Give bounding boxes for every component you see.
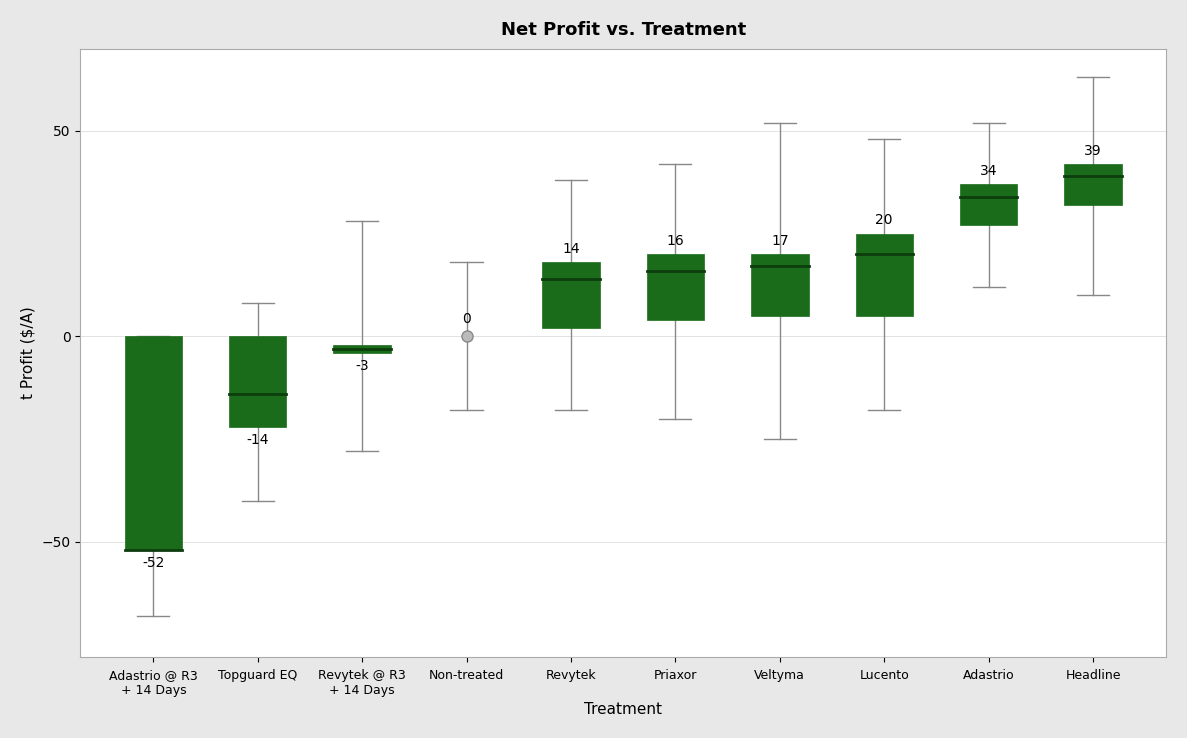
Bar (125, 337, 182, 550)
Text: -14: -14 (247, 433, 269, 447)
Title: Net Profit vs. Treatment: Net Profit vs. Treatment (501, 21, 745, 39)
Bar (1065, 164, 1122, 205)
X-axis label: Treatment: Treatment (584, 702, 662, 717)
Bar (229, 337, 286, 427)
Y-axis label: t Profit ($/A): t Profit ($/A) (21, 306, 36, 399)
Bar (960, 184, 1017, 225)
Text: -3: -3 (355, 359, 369, 373)
Text: 20: 20 (876, 213, 893, 227)
Bar (542, 263, 599, 328)
Bar (751, 254, 808, 316)
Text: 0: 0 (462, 312, 471, 326)
Bar (334, 345, 391, 353)
Text: 39: 39 (1084, 144, 1102, 158)
Text: 17: 17 (772, 234, 788, 248)
Text: -52: -52 (142, 556, 165, 570)
Bar (647, 254, 704, 320)
Text: 14: 14 (563, 242, 579, 256)
Text: 16: 16 (667, 234, 684, 248)
Text: 34: 34 (980, 164, 997, 178)
Bar (856, 234, 913, 316)
